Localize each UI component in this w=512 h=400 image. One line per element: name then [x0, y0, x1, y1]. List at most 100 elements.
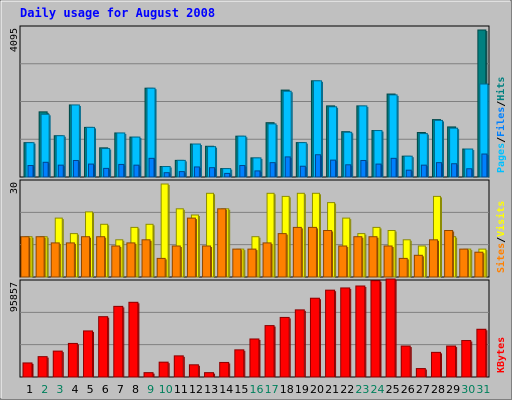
bar-kbytes-day-17 — [264, 325, 276, 378]
bar-pages-day-9-body — [148, 157, 155, 178]
x-axis-labels: 1 2 3 4 5 6 7 8 9 10 11 12 13 14 15 16 17 18 19 20 21 22 23 24 2… — [26, 383, 490, 396]
bar-pages-day-28 — [435, 162, 443, 178]
x-tick-label-day-27: 27 — [416, 383, 430, 396]
bar-pages-day-3 — [57, 164, 65, 178]
bar-pages-day-12-body — [193, 166, 200, 178]
bar-sites-day-12 — [186, 217, 197, 278]
bar-kbytes-day-27 — [415, 368, 427, 378]
bar-kbytes-day-8-body — [128, 301, 139, 378]
x-tick-label-day-18: 18 — [280, 383, 294, 396]
legend-kbytes: KBytes — [496, 337, 507, 373]
bar-kbytes-day-12-body — [188, 364, 199, 378]
bar-pages-day-1 — [27, 165, 35, 178]
x-tick-label-day-28: 28 — [431, 383, 445, 396]
bar-sites-day-26-body — [398, 257, 408, 278]
bar-pages-day-7 — [118, 163, 126, 178]
bar-pages-day-26-body — [405, 169, 412, 178]
bar-sites-day-14-body — [217, 208, 227, 278]
bar-sites-day-29 — [444, 230, 455, 278]
bar-pages-day-10 — [163, 172, 171, 178]
x-tick-label-day-10: 10 — [159, 383, 173, 396]
bar-sites-day-1-body — [20, 236, 30, 278]
bar-sites-day-25 — [383, 245, 394, 278]
bar-sites-day-18 — [277, 233, 288, 278]
bar-kbytes-day-26-body — [400, 345, 411, 378]
bar-sites-day-23 — [353, 236, 364, 278]
bar-sites-day-28-body — [428, 239, 438, 278]
bar-pages-day-24-body — [375, 163, 382, 178]
bar-sites-day-23-body — [353, 236, 363, 278]
bar-kbytes-day-6 — [98, 316, 110, 378]
x-tick-label-day-1: 1 — [26, 383, 33, 396]
bar-pages-day-10-body — [163, 172, 170, 178]
bar-kbytes-day-20 — [309, 297, 321, 378]
bar-kbytes-day-15 — [234, 349, 246, 378]
bar-kbytes-day-25 — [385, 278, 397, 378]
x-tick-label-day-15: 15 — [234, 383, 248, 396]
bar-kbytes-day-2-body — [37, 356, 48, 378]
bar-sites-day-15 — [232, 248, 243, 278]
bar-sites-day-8-body — [126, 242, 136, 278]
bar-pages-day-13 — [209, 167, 217, 178]
bar-sites-day-16-body — [247, 248, 257, 278]
x-tick-label-day-29: 29 — [446, 383, 460, 396]
bar-sites-day-3-body — [50, 242, 60, 278]
bar-pages-day-4 — [72, 159, 80, 178]
bar-kbytes-day-10 — [158, 361, 170, 378]
bar-sites-day-6 — [96, 236, 107, 278]
bar-pages-day-23-body — [360, 159, 367, 178]
bar-kbytes-day-1 — [22, 362, 34, 378]
bar-kbytes-day-30-body — [461, 340, 472, 378]
bar-pages-day-14-body — [224, 172, 231, 178]
panel-hits-files-pages-ymax-label: 4095 — [9, 28, 20, 52]
bar-kbytes-day-13 — [204, 372, 216, 378]
bar-pages-day-20 — [314, 154, 322, 178]
bar-kbytes-day-9-body — [143, 372, 154, 378]
bar-sites-day-10 — [156, 257, 167, 278]
bar-kbytes-day-4-body — [67, 342, 78, 378]
bar-sites-day-25-body — [383, 245, 393, 278]
bar-pages-day-28-body — [435, 162, 442, 178]
chart-title: Daily usage for August 2008 — [20, 6, 215, 20]
bar-kbytes-day-19 — [294, 309, 306, 378]
bar-kbytes-day-20-body — [309, 297, 320, 378]
bar-pages-day-29 — [451, 163, 459, 178]
bar-pages-day-27-body — [420, 164, 427, 178]
bar-pages-day-1-body — [27, 165, 34, 178]
bar-pages-day-13-body — [209, 167, 216, 178]
bar-pages-day-15 — [239, 165, 247, 178]
legend-separator: / — [496, 101, 507, 107]
bar-sites-day-30-body — [459, 248, 469, 278]
x-tick-label-day-21: 21 — [325, 383, 339, 396]
bar-kbytes-day-14 — [219, 361, 231, 378]
bar-kbytes-day-18 — [279, 316, 291, 378]
bar-sites-day-2 — [35, 236, 46, 278]
bar-pages-day-30 — [466, 168, 474, 178]
x-tick-label-day-17: 17 — [265, 383, 279, 396]
legend-separator: / — [496, 137, 507, 143]
bar-kbytes-day-23-body — [355, 285, 366, 378]
bar-pages-day-22 — [345, 164, 353, 178]
bar-sites-day-29-body — [444, 230, 454, 278]
bar-pages-day-31 — [481, 153, 489, 178]
bar-kbytes-day-31-body — [476, 328, 487, 378]
bar-kbytes-day-15-body — [234, 349, 245, 378]
legend-separator: / — [496, 237, 507, 243]
legend-pages: Pages — [496, 143, 507, 173]
bar-pages-day-18 — [284, 156, 292, 178]
panel-kbytes-legend: KBytes — [496, 337, 507, 373]
panel-kbytes: 95857 KBytes — [9, 278, 507, 378]
bar-pages-day-5 — [88, 163, 96, 178]
bar-kbytes-day-29 — [446, 345, 458, 378]
bar-pages-day-11-body — [178, 171, 185, 178]
bar-kbytes-day-22-body — [340, 287, 351, 378]
x-tick-label-day-5: 5 — [87, 383, 94, 396]
bar-pages-day-19-body — [299, 165, 306, 178]
bar-sites-day-9 — [141, 239, 152, 278]
bar-sites-day-7-body — [111, 245, 121, 278]
bar-pages-day-30-body — [466, 168, 473, 178]
bar-sites-day-11 — [171, 245, 182, 278]
bar-pages-day-6-body — [103, 167, 110, 178]
bar-kbytes-day-28 — [430, 351, 442, 378]
